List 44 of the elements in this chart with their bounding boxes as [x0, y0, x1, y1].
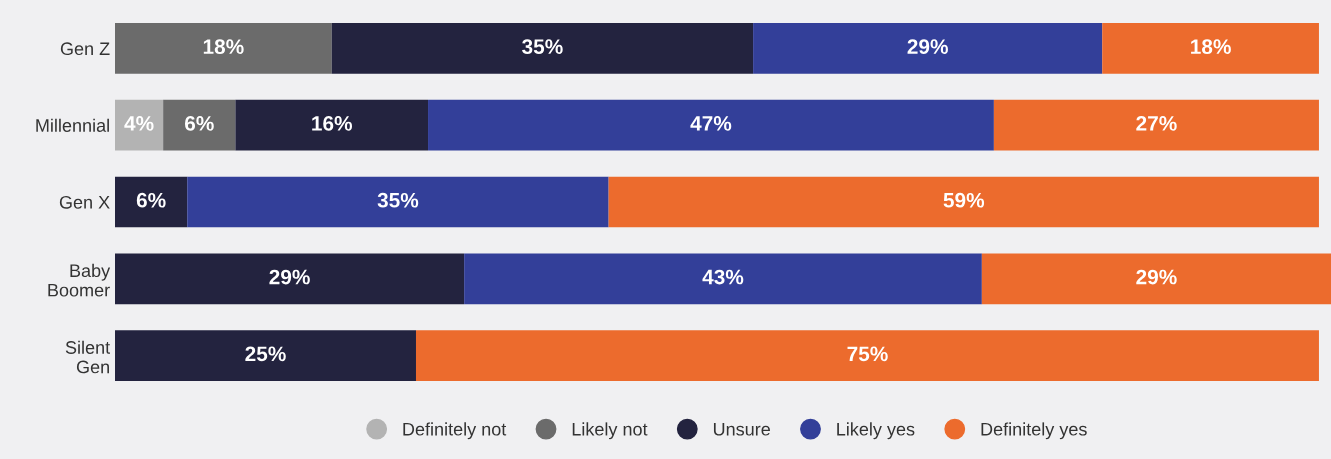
data-label: 35%	[377, 192, 419, 208]
y-tick-label: Gen Z	[60, 42, 110, 56]
legend-label: Likely not	[572, 422, 648, 440]
legend-label: Definitely yes	[981, 422, 1087, 440]
bar	[115, 23, 332, 74]
bar	[331, 23, 754, 74]
data-label: 47%	[690, 116, 732, 131]
bar	[608, 176, 1319, 228]
y-tick-label: Gen X	[59, 195, 110, 209]
data-label: 18%	[203, 39, 244, 54]
y-tick-label: Silent Gen	[65, 340, 111, 374]
data-label: 35%	[522, 39, 563, 55]
bar	[415, 330, 1319, 381]
bar	[464, 253, 982, 305]
y-tick-label: Millennial	[36, 118, 109, 132]
y-tick-label: Baby Boomer	[48, 263, 111, 297]
bar	[115, 176, 188, 228]
data-label: 43%	[702, 269, 744, 285]
data-label: 18%	[1191, 39, 1231, 54]
bar	[187, 176, 609, 228]
bar	[115, 253, 465, 305]
data-label: 29%	[907, 39, 948, 54]
data-label: 75%	[847, 346, 888, 362]
data-label: 4%	[124, 116, 154, 131]
legend-label: Definitely not	[403, 422, 507, 440]
bar	[981, 253, 1331, 305]
data-label: 59%	[943, 192, 985, 208]
legend-label: Likely yes	[837, 422, 915, 440]
bar	[115, 99, 164, 151]
bar	[753, 23, 1103, 74]
bar	[115, 330, 416, 381]
bar	[235, 99, 429, 151]
data-label: 29%	[1136, 269, 1177, 285]
data-label: 25%	[245, 346, 286, 362]
bar	[1102, 23, 1319, 74]
data-label: 27%	[1136, 116, 1177, 131]
bar	[993, 99, 1319, 151]
data-label: 6%	[184, 116, 214, 131]
bar	[163, 99, 236, 151]
data-label: 6%	[136, 192, 166, 208]
legend-label: Unsure	[713, 423, 770, 436]
data-label: 29%	[269, 269, 310, 285]
data-label: 16%	[312, 116, 353, 131]
bar	[428, 99, 994, 151]
